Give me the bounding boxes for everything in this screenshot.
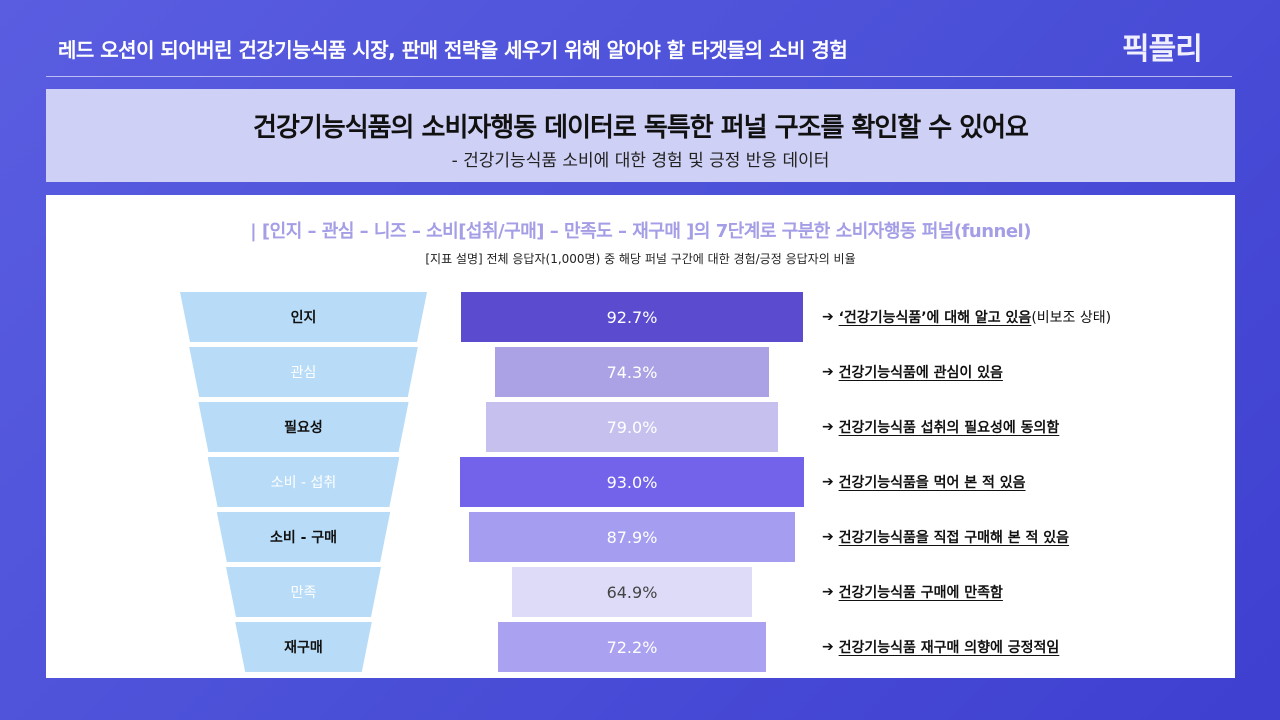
stage-description: ➔ 건강기능식품 재구매 의향에 긍정적임 (822, 622, 1059, 672)
stage-label: 관심 (290, 365, 317, 381)
stage-description: ➔ ‘건강기능식품’에 대해 알고 있음 (비보조 상태) (822, 292, 1111, 342)
funnel-bar: 79.0% (485, 402, 779, 452)
arrow-icon: ➔ (822, 364, 834, 380)
divider (46, 76, 1232, 77)
bar-value: 64.9% (606, 582, 658, 602)
stage-label: 재구매 (284, 640, 323, 656)
funnel-stage: 만족 (226, 567, 381, 617)
stage-description: ➔ 건강기능식품을 먹어 본 적 있음 (822, 457, 1026, 507)
funnel-stage: 관심 (189, 347, 418, 397)
bar-value: 74.3% (606, 362, 658, 382)
stage-label: 만족 (290, 585, 317, 601)
funnel-stage: 소비 - 구매 (216, 512, 391, 562)
desc-text: 건강기능식품에 관심이 있음 (838, 365, 1003, 381)
funnel-stage: 재구매 (235, 622, 372, 672)
arrow-icon: ➔ (822, 529, 834, 545)
bar-value: 92.7% (606, 307, 658, 327)
desc-text: 건강기능식품 구매에 만족함 (838, 585, 1003, 601)
stage-label: 인지 (290, 310, 317, 326)
arrow-icon: ➔ (822, 584, 834, 600)
stage-label: 소비 - 구매 (269, 530, 338, 546)
funnel-stage: 필요성 (198, 402, 409, 452)
funnel-stage: 소비 - 섭취 (207, 457, 400, 507)
funnel-bar: 92.7% (460, 292, 804, 342)
headline-box: 건강기능식품의 소비자행동 데이터로 독특한 퍼널 구조를 확인할 수 있어요 … (46, 89, 1235, 182)
arrow-icon: ➔ (822, 419, 834, 435)
desc-text: 건강기능식품 섭취의 필요성에 동의함 (838, 420, 1060, 436)
stage-description: ➔ 건강기능식품 구매에 만족함 (822, 567, 1003, 617)
funnel-bar: 87.9% (469, 512, 795, 562)
funnel-subtitle: | [인지 – 관심 – 니즈 – 소비[섭취/구매] – 만족도 – 재구매 … (250, 221, 1031, 242)
stage-description: ➔ 건강기능식품에 관심이 있음 (822, 347, 1003, 397)
desc-text: 건강기능식품을 직접 구매해 본 적 있음 (838, 530, 1070, 546)
stage-description: ➔ 건강기능식품을 직접 구매해 본 적 있음 (822, 512, 1069, 562)
stage-description: ➔ 건강기능식품 섭취의 필요성에 동의함 (822, 402, 1059, 452)
bar-value: 72.2% (606, 637, 658, 657)
bar-value: 79.0% (606, 417, 658, 437)
funnel-stage: 인지 (180, 292, 427, 342)
page-subtitle: - 건강기능식품 소비에 대한 경험 및 긍정 반응 데이터 (451, 151, 830, 171)
stage-label: 소비 - 섭취 (270, 475, 337, 491)
page-title: 건강기능식품의 소비자행동 데이터로 독특한 퍼널 구조를 확인할 수 있어요 (253, 113, 1029, 143)
funnel-bar: 64.9% (511, 567, 753, 617)
funnel-bar: 93.0% (459, 457, 805, 507)
arrow-icon: ➔ (822, 309, 834, 325)
bar-value: 87.9% (606, 527, 658, 547)
desc-text: 건강기능식품 재구매 의향에 긍정적임 (838, 640, 1060, 656)
funnel-panel: | [인지 – 관심 – 니즈 – 소비[섭취/구매] – 만족도 – 재구매 … (46, 195, 1235, 678)
header-title: 레드 오션이 되어버린 건강기능식품 시장, 판매 전략을 세우기 위해 알아야… (58, 38, 848, 62)
funnel-bar: 72.2% (498, 622, 766, 672)
stage-label: 필요성 (284, 420, 323, 436)
bar-value: 93.0% (606, 472, 658, 492)
metric-note: [지표 설명] 전체 응답자(1,000명) 중 해당 퍼널 구간에 대한 경험… (425, 252, 856, 266)
arrow-icon: ➔ (822, 474, 834, 490)
arrow-icon: ➔ (822, 639, 834, 655)
desc-text: 건강기능식품을 먹어 본 적 있음 (838, 475, 1026, 491)
logo: 픽플리 (1122, 32, 1203, 67)
desc-text: ‘건강기능식품’에 대해 알고 있음 (838, 310, 1032, 326)
funnel-bar: 74.3% (494, 347, 770, 397)
desc-tail: (비보조 상태) (1031, 310, 1112, 326)
